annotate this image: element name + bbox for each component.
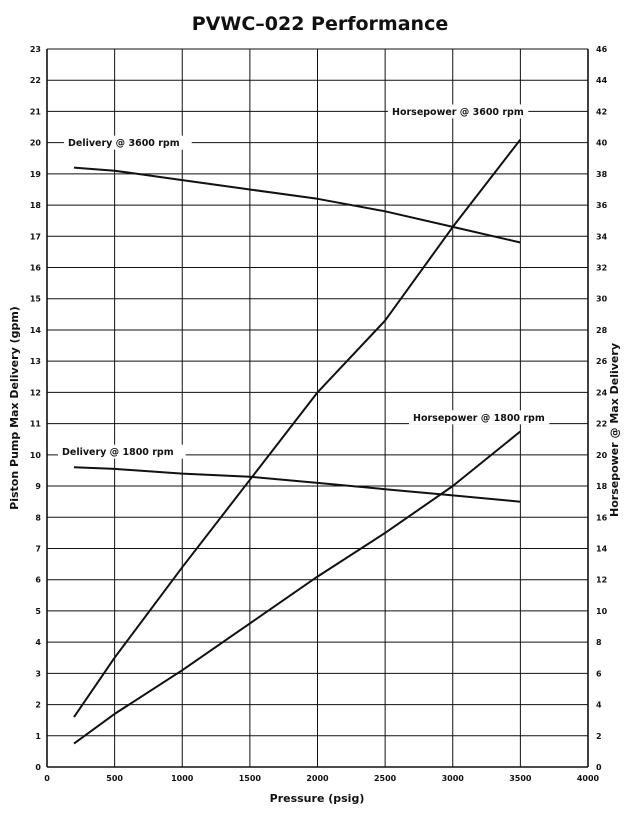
x-tick-label: 2500 xyxy=(374,774,397,783)
y-tick-label: 23 xyxy=(30,45,41,54)
x-tick-label: 3000 xyxy=(442,774,465,783)
y-tick-label: 3 xyxy=(35,669,41,678)
series-line-0 xyxy=(73,166,521,244)
series-label-2: Delivery @ 1800 rpm xyxy=(62,447,174,458)
x-tick-label: 500 xyxy=(106,774,123,783)
y-tick-label: 11 xyxy=(30,420,42,429)
y-tick-label: 5 xyxy=(35,607,41,616)
tick-labels: 0 500 1000 1500 2000 2500 3000 3500 400001234567… xyxy=(30,45,608,783)
y-tick-label: 16 xyxy=(30,264,42,273)
y2-tick-label: 40 xyxy=(596,139,608,148)
chart-title: PVWC–022 Performance xyxy=(192,13,448,35)
x-tick-label: 1500 xyxy=(239,774,262,783)
y-tick-label: 14 xyxy=(30,326,42,335)
grid xyxy=(46,48,589,768)
y2-tick-label: 8 xyxy=(596,638,602,647)
series-label-bg xyxy=(64,135,192,150)
series-line-3 xyxy=(73,430,522,745)
y-tick-label: 21 xyxy=(30,107,42,116)
y2-tick-label: 38 xyxy=(596,170,608,179)
series-label-3: Horsepower @ 1800 rpm xyxy=(413,413,545,424)
y2-axis-label: Horsepower @ Max Delivery xyxy=(608,343,621,517)
series-label-bg xyxy=(388,104,529,119)
y2-tick-label: 26 xyxy=(596,357,608,366)
y2-tick-label: 18 xyxy=(596,482,608,491)
y2-tick-label: 22 xyxy=(596,420,607,429)
y-tick-label: 22 xyxy=(30,76,41,85)
series-labels: Delivery @ 3600 rpm Horsepower @ 3600 rpm… xyxy=(58,104,550,459)
x-tick-label: 3500 xyxy=(509,774,532,783)
y-tick-label: 6 xyxy=(35,576,41,585)
y2-tick-label: 30 xyxy=(596,295,608,304)
y-tick-label: 1 xyxy=(35,732,41,741)
y2-tick-label: 44 xyxy=(596,76,608,85)
series-label-1: Horsepower @ 3600 rpm xyxy=(392,107,524,118)
x-tick-label: 0 xyxy=(44,774,50,783)
y2-tick-label: 12 xyxy=(596,576,607,585)
y-tick-label: 12 xyxy=(30,388,41,397)
x-tick-label: 1000 xyxy=(171,774,194,783)
y2-tick-label: 4 xyxy=(596,701,602,710)
y2-tick-label: 28 xyxy=(596,326,608,335)
y2-tick-label: 14 xyxy=(596,544,608,553)
series-label-bg xyxy=(409,410,550,425)
y2-tick-label: 20 xyxy=(596,451,608,460)
y-tick-label: 18 xyxy=(30,201,42,210)
series-lines xyxy=(73,138,522,745)
y-tick-label: 4 xyxy=(35,638,41,647)
y-tick-label: 9 xyxy=(35,482,41,491)
y2-tick-label: 0 xyxy=(596,763,602,772)
x-axis-label: Pressure (psig) xyxy=(270,792,365,805)
y-tick-label: 7 xyxy=(35,544,41,553)
y2-tick-label: 36 xyxy=(596,201,608,210)
y2-tick-label: 34 xyxy=(596,232,608,241)
y2-tick-label: 46 xyxy=(596,45,608,54)
y-tick-label: 13 xyxy=(30,357,41,366)
y-tick-label: 2 xyxy=(35,701,41,710)
y-tick-label: 8 xyxy=(35,513,41,522)
y-tick-label: 0 xyxy=(35,763,41,772)
x-tick-label: 2000 xyxy=(306,774,329,783)
y-tick-label: 10 xyxy=(30,451,42,460)
y2-tick-label: 16 xyxy=(596,513,608,522)
y2-tick-label: 24 xyxy=(596,388,608,397)
y-tick-label: 20 xyxy=(30,139,42,148)
y-axis-label: Piston Pump Max Delivery (gpm) xyxy=(8,306,21,510)
y-tick-label: 15 xyxy=(30,295,42,304)
series-label-bg xyxy=(58,444,186,459)
y2-tick-label: 42 xyxy=(596,107,607,116)
x-tick-label: 4000 xyxy=(577,774,600,783)
y2-tick-label: 32 xyxy=(596,264,607,273)
y2-tick-label: 6 xyxy=(596,669,602,678)
y2-tick-label: 10 xyxy=(596,607,608,616)
y-tick-label: 19 xyxy=(30,170,42,179)
series-line-1 xyxy=(73,138,522,718)
y2-tick-label: 2 xyxy=(596,732,602,741)
y-tick-label: 17 xyxy=(30,232,41,241)
series-label-0: Delivery @ 3600 rpm xyxy=(68,138,180,149)
